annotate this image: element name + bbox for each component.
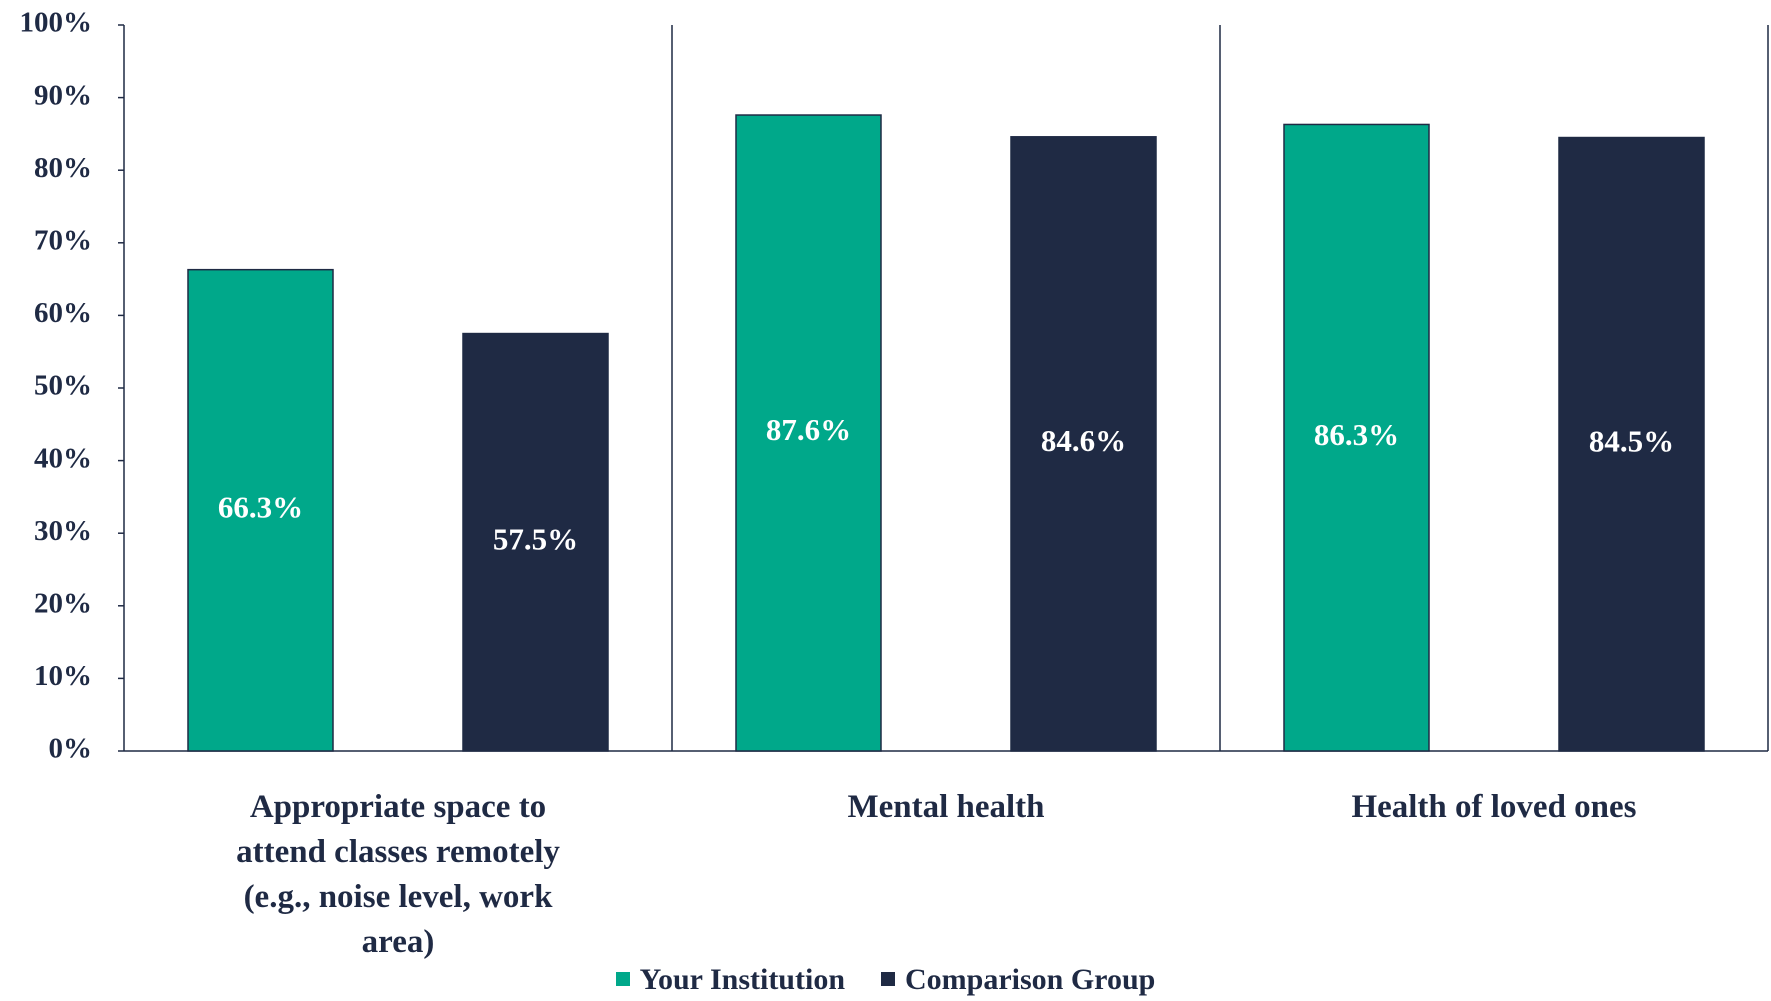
data-label: 57.5% [493,521,578,556]
bar [1283,123,1430,752]
y-tick-label: 20% [34,587,92,619]
data-label: 86.3% [1314,417,1399,452]
x-tick-label: Mental health [847,789,1045,825]
y-tick-label: 30% [34,515,92,547]
y-tick-label: 70% [34,224,92,256]
data-label: 84.6% [1041,423,1126,458]
y-tick-label: 40% [34,442,92,474]
legend: Your Institution Comparison Group [0,963,1771,997]
data-label: 84.5% [1589,423,1674,458]
legend-item: Your Institution [615,963,845,997]
y-tick-label: 80% [34,152,92,184]
bar [462,332,609,752]
legend-swatch [881,972,895,987]
bar [735,114,882,752]
x-tick-label: Health of loved ones [1351,789,1637,825]
x-tick-label: Appropriate space to attend classes remo… [236,789,560,960]
y-tick-label: 60% [34,297,92,329]
data-label: 87.6% [766,412,851,447]
bar [187,268,334,752]
legend-label: Your Institution [639,963,845,996]
bar [1010,136,1157,752]
y-tick-label: 0% [49,733,93,765]
data-label: 66.3% [218,489,303,524]
legend-item: Comparison Group [881,963,1155,997]
y-tick-label: 90% [34,79,92,111]
bar [1558,136,1705,752]
legend-swatch [615,972,630,987]
legend-label: Comparison Group [905,963,1156,996]
y-tick-label: 100% [20,7,93,39]
y-tick-label: 10% [34,660,92,692]
y-tick-label: 50% [34,370,92,402]
